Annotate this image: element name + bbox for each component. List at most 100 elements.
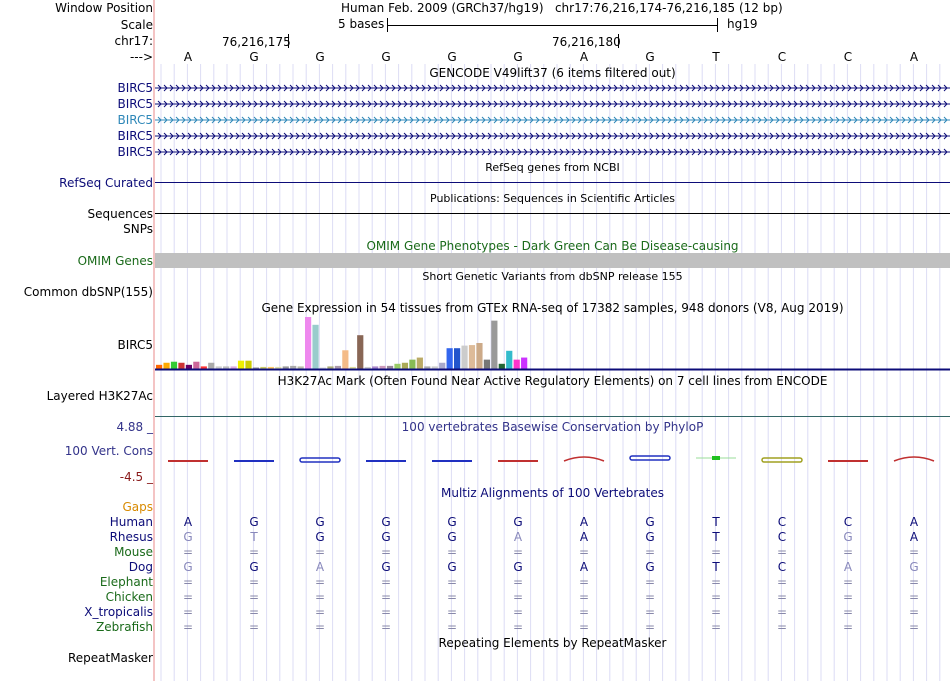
gtex-tissue-bar[interactable] — [282, 366, 289, 369]
gtex-tissue-bar[interactable] — [312, 324, 319, 369]
h3k27ac-track-title[interactable]: H3K27Ac Mark (Often Found Near Active Re… — [277, 374, 828, 388]
gtex-tissue-bar[interactable] — [394, 363, 401, 369]
gtex-tissue-bar[interactable] — [185, 364, 192, 369]
gtex-tissue-bar[interactable] — [156, 364, 163, 369]
gtex-tissue-bar[interactable] — [468, 345, 476, 369]
gtex-tissue-bar[interactable] — [364, 366, 371, 369]
publications-label-snps[interactable]: SNPs — [123, 222, 153, 236]
gtex-tissue-bar[interactable] — [424, 366, 431, 369]
dbsnp-track-label[interactable]: Common dbSNP(155) — [23, 285, 153, 299]
gtex-tissue-bar[interactable] — [491, 320, 498, 369]
gtex-tissue-bar[interactable] — [267, 366, 274, 369]
gtex-tissue-bar[interactable] — [357, 335, 364, 369]
strand-arrow — [355, 148, 360, 156]
gtex-tissue-bar[interactable] — [349, 366, 356, 369]
refseq-track-label[interactable]: RefSeq Curated — [59, 176, 153, 190]
conservation-plot[interactable] — [155, 440, 950, 480]
multiz-species-label[interactable]: X_tropicalis — [84, 605, 153, 619]
gtex-tissue-bar[interactable] — [200, 366, 207, 369]
strand-arrow — [337, 84, 342, 92]
gtex-tissue-bar[interactable] — [513, 359, 520, 369]
gtex-tissue-bar[interactable] — [483, 359, 490, 369]
gtex-tissue-bar[interactable] — [506, 350, 513, 369]
gtex-tissue-bar[interactable] — [521, 357, 528, 369]
gtex-tissue-bar[interactable] — [297, 366, 304, 369]
gencode-transcript-label[interactable]: BIRC5 — [117, 129, 153, 143]
gencode-track-title[interactable]: GENCODE V49lift37 (6 items filtered out) — [429, 66, 676, 80]
gtex-tissue-bar[interactable] — [454, 348, 461, 369]
strand-arrow — [421, 100, 426, 108]
gtex-tissue-bar[interactable] — [327, 366, 334, 369]
repeatmasker-track-title[interactable]: Repeating Elements by RepeatMasker — [438, 636, 667, 650]
multiz-track-title[interactable]: Multiz Alignments of 100 Vertebrates — [440, 486, 665, 500]
refseq-gene-line[interactable] — [155, 182, 950, 183]
gtex-track-label[interactable]: BIRC5 — [117, 338, 153, 352]
gtex-tissue-bar[interactable] — [498, 363, 505, 369]
refseq-track-title[interactable]: RefSeq genes from NCBI — [485, 161, 620, 174]
gtex-tissue-bar[interactable] — [275, 366, 282, 369]
gtex-tissue-bar[interactable] — [431, 366, 438, 369]
gencode-transcript-label[interactable]: BIRC5 — [117, 145, 153, 159]
repeatmasker-track-label[interactable]: RepeatMasker — [67, 651, 153, 665]
gtex-tissue-bar[interactable] — [476, 343, 483, 369]
gtex-tissue-bar[interactable] — [237, 360, 245, 369]
gencode-transcript-line[interactable] — [155, 131, 950, 141]
gtex-tissue-bar[interactable] — [305, 317, 312, 369]
gtex-tissue-bar[interactable] — [409, 359, 416, 369]
h3k27ac-track-label[interactable]: Layered H3K27Ac — [46, 389, 153, 403]
conservation-track-label[interactable]: 100 Vert. Cons — [64, 444, 153, 458]
gtex-tissue-bar[interactable] — [223, 366, 230, 369]
gencode-transcript-line[interactable] — [155, 99, 950, 109]
gtex-tissue-bar[interactable] — [163, 362, 170, 369]
gtex-tissue-bar[interactable] — [245, 360, 252, 369]
gtex-track-title[interactable]: Gene Expression in 54 tissues from GTEx … — [261, 301, 844, 315]
gencode-transcript-label[interactable]: BIRC5 — [117, 97, 153, 111]
gencode-transcript-line[interactable] — [155, 83, 950, 93]
gtex-tissue-bar[interactable] — [319, 367, 327, 369]
gtex-tissue-bar[interactable] — [401, 362, 409, 369]
gencode-transcript-label[interactable]: BIRC5 — [117, 81, 153, 95]
gtex-tissue-bar[interactable] — [178, 362, 185, 369]
omim-track-label[interactable]: OMIM Genes — [77, 254, 153, 268]
gtex-tissue-bar[interactable] — [208, 362, 215, 369]
strand-arrow — [625, 84, 630, 92]
gtex-tissue-bar[interactable] — [215, 366, 222, 369]
gtex-tissue-bar[interactable] — [334, 365, 341, 369]
gtex-tissue-bar[interactable] — [446, 348, 453, 369]
omim-gene-bar[interactable] — [155, 253, 950, 268]
strand-arrow — [685, 84, 690, 92]
multiz-gaps-label[interactable]: Gaps — [122, 500, 153, 514]
publications-label-sequences[interactable]: Sequences — [87, 207, 153, 221]
gtex-tissue-bar[interactable] — [342, 350, 349, 369]
gencode-transcript-label[interactable]: BIRC5 — [117, 113, 153, 127]
gtex-tissue-bar[interactable] — [372, 366, 379, 369]
gencode-transcript-line[interactable] — [155, 147, 950, 157]
multiz-species-label[interactable]: Zebrafish — [96, 620, 153, 634]
multiz-species-label[interactable]: Chicken — [105, 590, 153, 604]
gtex-tissue-bar[interactable] — [416, 357, 423, 369]
gtex-tissue-bar[interactable] — [439, 362, 446, 369]
multiz-species-label[interactable]: Mouse — [114, 545, 153, 559]
publications-line[interactable] — [155, 213, 950, 214]
multiz-species-label[interactable]: Human — [109, 515, 153, 529]
gtex-expression-chart[interactable] — [155, 314, 950, 372]
multiz-species-label[interactable]: Rhesus — [109, 530, 153, 544]
publications-track-title[interactable]: Publications: Sequences in Scientific Ar… — [430, 192, 675, 205]
gtex-tissue-bar[interactable] — [386, 365, 394, 369]
conservation-track-title[interactable]: 100 vertebrates Basewise Conservation by… — [401, 420, 704, 434]
gtex-tissue-bar[interactable] — [170, 361, 178, 369]
gtex-tissue-bar[interactable] — [260, 366, 267, 369]
gencode-transcript-line[interactable] — [155, 115, 950, 125]
strand-arrow — [565, 84, 570, 92]
omim-track-title[interactable]: OMIM Gene Phenotypes - Dark Green Can Be… — [366, 239, 739, 253]
gtex-tissue-bar[interactable] — [290, 365, 297, 369]
gtex-tissue-bar[interactable] — [461, 345, 468, 369]
gtex-tissue-bar[interactable] — [193, 361, 200, 369]
gtex-tissue-bar[interactable] — [252, 367, 260, 369]
gtex-tissue-bar[interactable] — [379, 365, 386, 369]
multiz-species-label[interactable]: Elephant — [99, 575, 153, 589]
multiz-species-label[interactable]: Dog — [128, 560, 153, 574]
dbsnp-track-title[interactable]: Short Genetic Variants from dbSNP releas… — [422, 270, 683, 283]
gtex-tissue-bar[interactable] — [230, 366, 237, 369]
position-text[interactable]: Human Feb. 2009 (GRCh37/hg19) chr17:76,2… — [341, 1, 783, 15]
